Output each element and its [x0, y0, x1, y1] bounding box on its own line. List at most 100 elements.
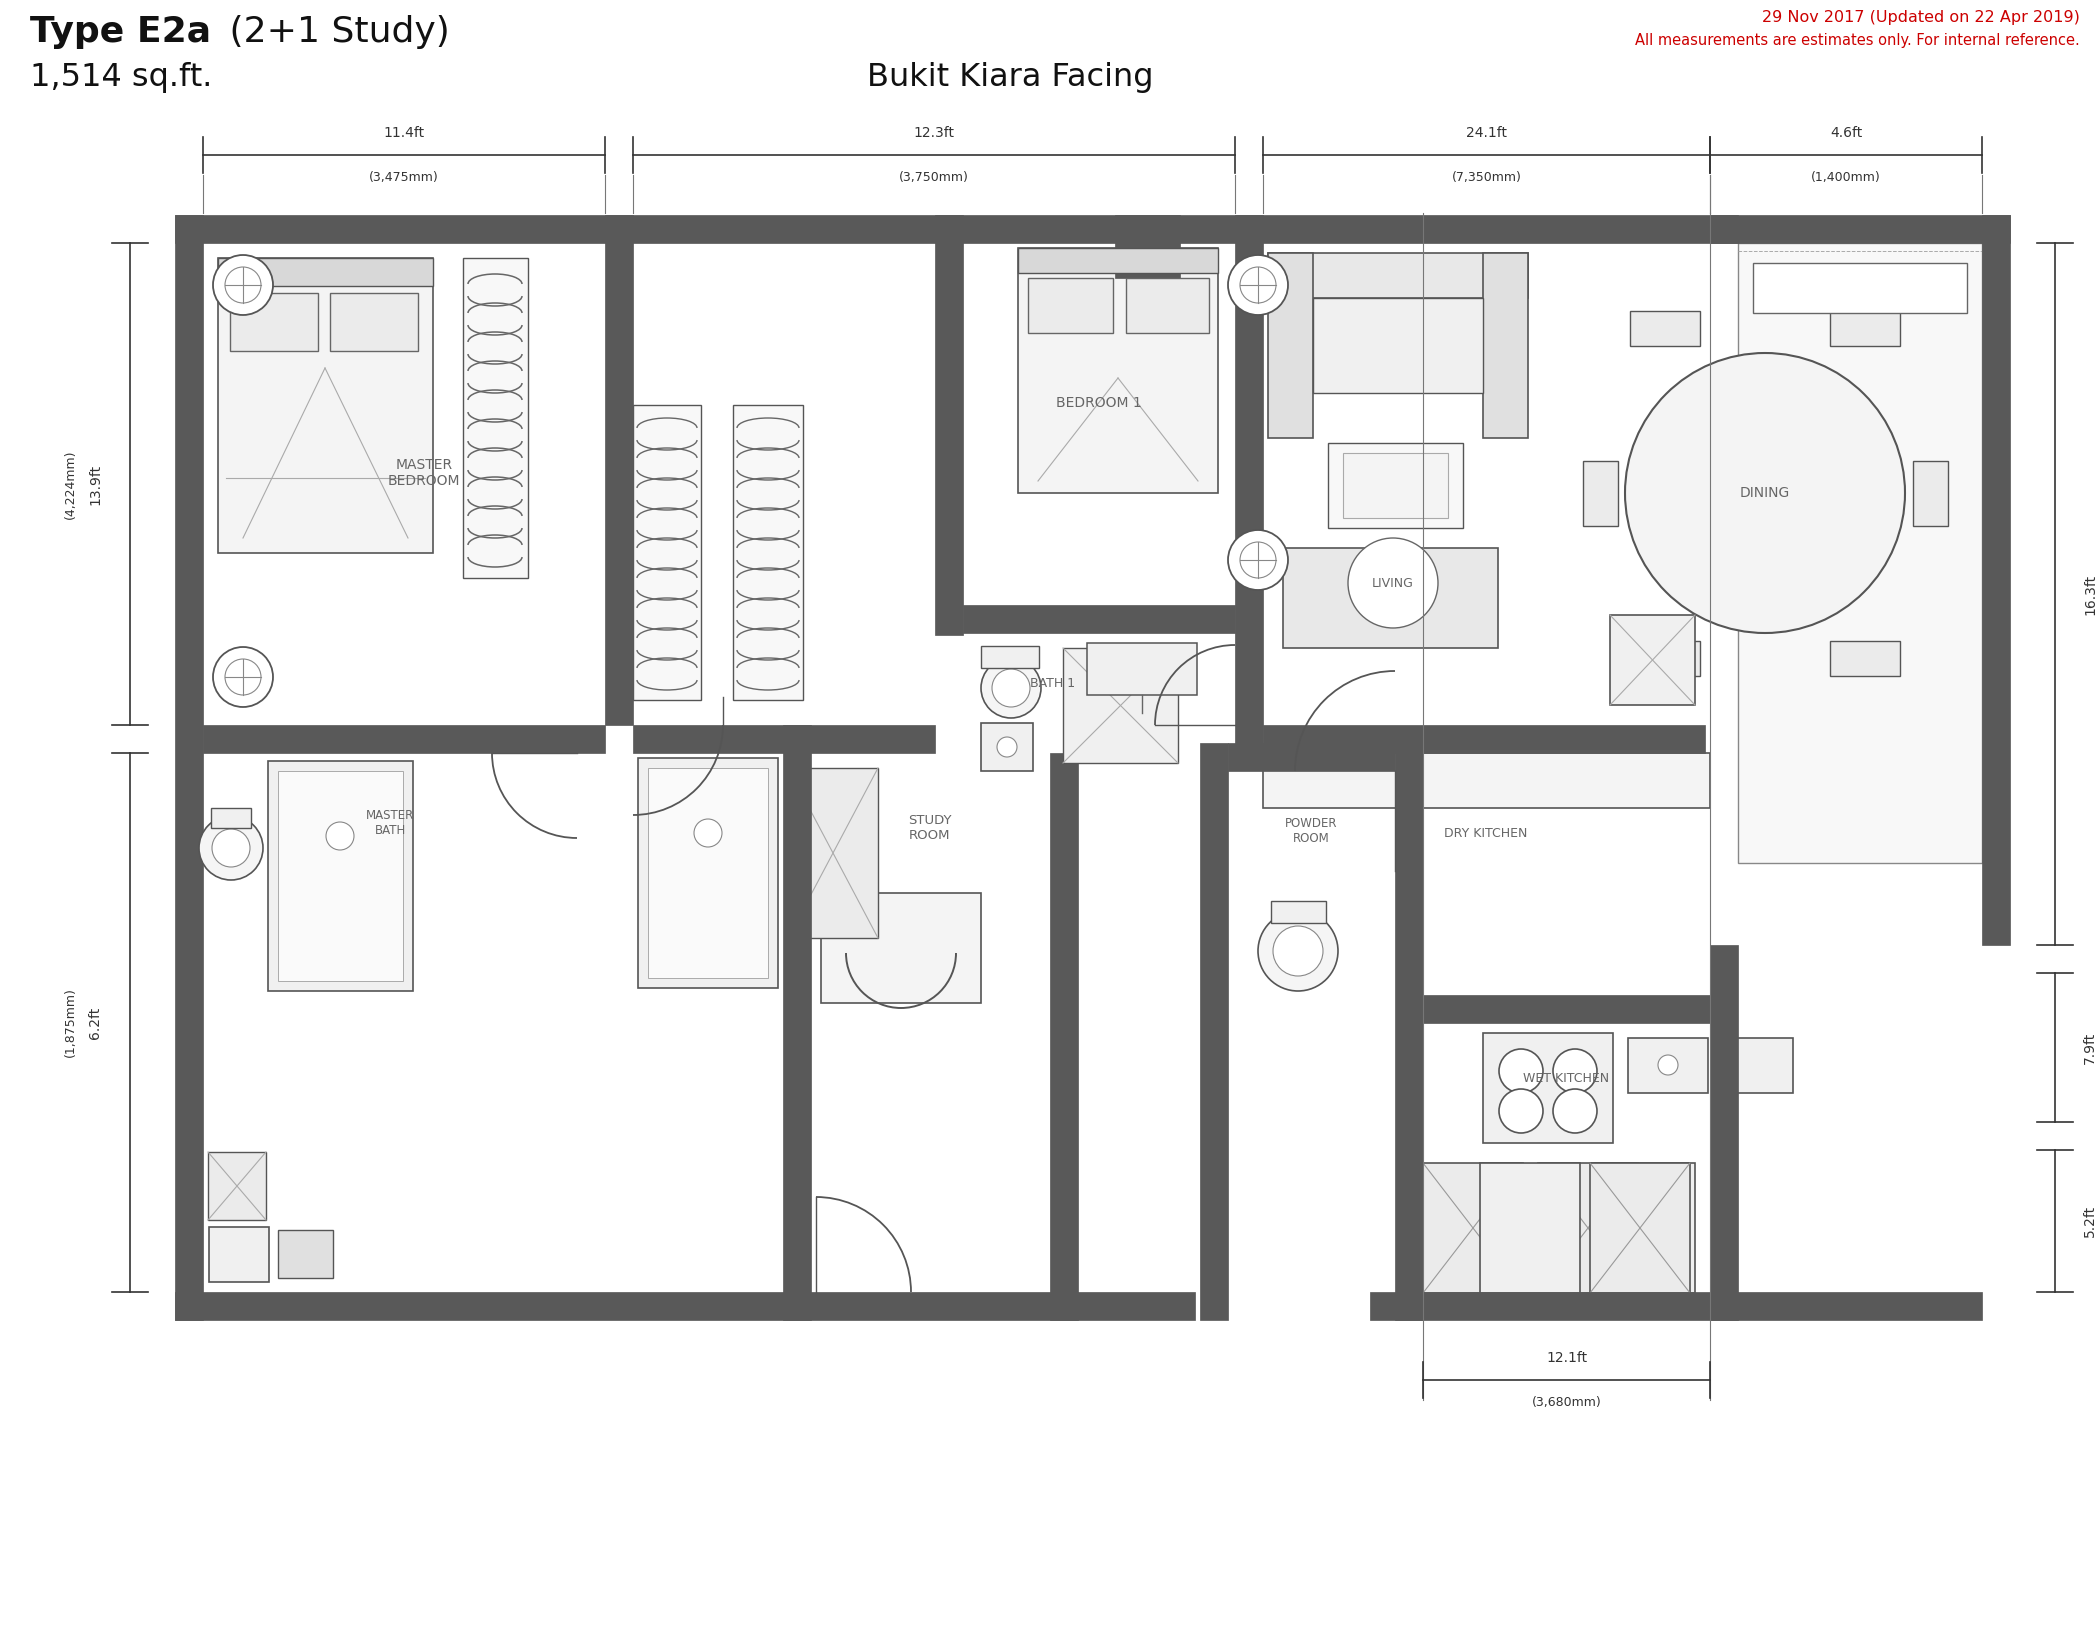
Bar: [1312, 297, 1483, 392]
Text: BEDROOM 1: BEDROOM 1: [1056, 396, 1142, 410]
Bar: [1714, 1038, 1793, 1094]
Circle shape: [1659, 1056, 1678, 1076]
Text: DRY KITCHEN: DRY KITCHEN: [1445, 826, 1527, 839]
Text: (3,680mm): (3,680mm): [1531, 1396, 1602, 1409]
Bar: [783, 726, 811, 1320]
Circle shape: [212, 255, 273, 315]
Text: MASTER
BEDROOM: MASTER BEDROOM: [388, 458, 460, 488]
Bar: [218, 258, 433, 286]
Circle shape: [693, 819, 722, 847]
Bar: [1262, 754, 1709, 808]
Bar: [981, 645, 1040, 668]
Circle shape: [1273, 926, 1323, 975]
Bar: [964, 604, 1235, 634]
Text: MASTER
BATH: MASTER BATH: [365, 810, 414, 837]
Bar: [1394, 742, 1424, 1320]
Bar: [1754, 263, 1968, 314]
Bar: [1327, 443, 1464, 529]
Bar: [1611, 616, 1695, 704]
Text: All measurements are estimates only. For internal reference.: All measurements are estimates only. For…: [1636, 33, 2079, 48]
Bar: [1739, 243, 1982, 864]
Circle shape: [212, 829, 250, 867]
Bar: [1709, 946, 1739, 1320]
Circle shape: [1554, 1049, 1596, 1094]
Bar: [1913, 461, 1949, 525]
Bar: [1268, 253, 1312, 438]
Text: LIVING: LIVING: [1371, 576, 1413, 589]
Bar: [462, 258, 527, 578]
Bar: [821, 893, 981, 1003]
Bar: [1235, 215, 1262, 754]
Bar: [1050, 754, 1077, 1320]
Circle shape: [991, 668, 1029, 708]
Circle shape: [326, 823, 355, 851]
Bar: [1424, 1163, 1522, 1292]
Bar: [649, 768, 769, 979]
Bar: [1262, 726, 1705, 754]
Bar: [1369, 1292, 1982, 1320]
Circle shape: [1348, 539, 1439, 627]
Circle shape: [200, 816, 262, 880]
Text: WET KITCHEN: WET KITCHEN: [1522, 1072, 1609, 1084]
Text: (2+1 Study): (2+1 Study): [218, 15, 449, 49]
Text: 5.2ft: 5.2ft: [2083, 1205, 2098, 1236]
Circle shape: [1228, 255, 1287, 315]
Bar: [1630, 310, 1701, 346]
Bar: [1537, 1163, 1638, 1292]
Bar: [1228, 742, 1394, 772]
Text: 6.2ft: 6.2ft: [88, 1007, 103, 1039]
Text: (7,350mm): (7,350mm): [1451, 171, 1520, 184]
Bar: [277, 772, 403, 980]
Circle shape: [1239, 268, 1277, 304]
Bar: [174, 1292, 1195, 1320]
Text: 16.3ft: 16.3ft: [2083, 573, 2098, 614]
Bar: [788, 768, 878, 938]
Bar: [1018, 248, 1218, 273]
Text: (1,875mm): (1,875mm): [63, 987, 76, 1057]
Bar: [1829, 640, 1900, 677]
Bar: [1709, 215, 1739, 243]
Text: (3,750mm): (3,750mm): [899, 171, 968, 184]
Bar: [1126, 277, 1210, 333]
Bar: [1483, 253, 1529, 438]
Circle shape: [981, 658, 1042, 718]
Bar: [210, 1227, 269, 1282]
Bar: [632, 406, 701, 699]
Bar: [1115, 215, 1180, 277]
Bar: [269, 760, 414, 992]
Bar: [1596, 1163, 1695, 1292]
Bar: [1829, 310, 1900, 346]
Text: POWDER
ROOM: POWDER ROOM: [1285, 818, 1338, 846]
Text: (1,400mm): (1,400mm): [1810, 171, 1882, 184]
Bar: [1590, 1163, 1691, 1292]
Bar: [208, 1153, 267, 1220]
Circle shape: [212, 647, 273, 708]
Text: (4,224mm): (4,224mm): [63, 450, 76, 519]
Bar: [330, 292, 418, 351]
Bar: [733, 406, 802, 699]
Bar: [605, 215, 632, 726]
Text: BATH 1: BATH 1: [1031, 677, 1075, 690]
Text: 13.9ft: 13.9ft: [88, 463, 103, 504]
Text: 7.9ft: 7.9ft: [2083, 1031, 2098, 1064]
Text: 11.4ft: 11.4ft: [384, 126, 424, 140]
Bar: [638, 759, 777, 988]
Bar: [174, 215, 204, 1320]
Bar: [1480, 1163, 1579, 1292]
Bar: [1268, 253, 1529, 297]
Circle shape: [1228, 530, 1287, 589]
Bar: [1483, 1033, 1613, 1143]
Text: 1,514 sq.ft.: 1,514 sq.ft.: [29, 62, 212, 94]
Bar: [1630, 640, 1701, 677]
Bar: [1018, 248, 1218, 493]
Text: Bukit Kiara Facing: Bukit Kiara Facing: [867, 62, 1153, 94]
Circle shape: [1258, 911, 1338, 992]
Bar: [1283, 548, 1497, 649]
Bar: [1583, 461, 1617, 525]
Bar: [1199, 742, 1228, 1320]
Circle shape: [225, 268, 260, 304]
Bar: [277, 1230, 334, 1277]
Bar: [1029, 277, 1113, 333]
Bar: [1628, 1038, 1707, 1094]
Text: 4.6ft: 4.6ft: [1829, 126, 1863, 140]
